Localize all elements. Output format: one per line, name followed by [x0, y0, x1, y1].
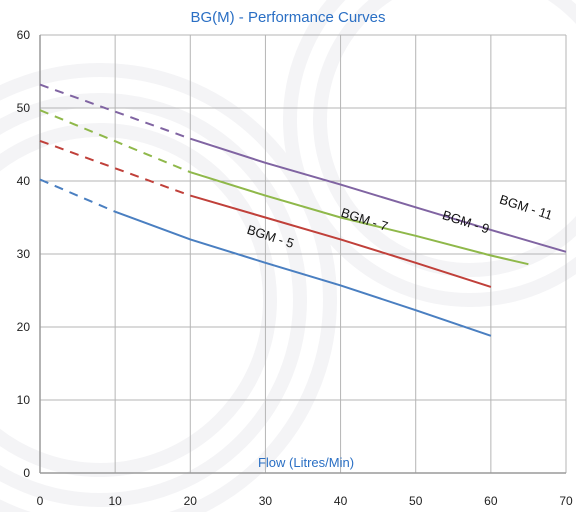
- y-tick-label: 40: [17, 174, 31, 188]
- y-tick-label: 10: [17, 393, 31, 407]
- background-arc: [0, 123, 277, 477]
- x-tick-label: 10: [108, 494, 122, 508]
- tick-labels: 0 10 20 30 40 50 60 70 0 10 20 30 40 50 60: [17, 28, 573, 508]
- y-tick-label: 0: [23, 466, 30, 480]
- series-line-dashed: [39, 83, 191, 140]
- y-tick-label: 60: [17, 28, 31, 42]
- y-tick-label: 50: [17, 101, 31, 115]
- x-tick-label: 40: [334, 494, 348, 508]
- series-line-dashed: [39, 178, 116, 213]
- y-tick-label: 20: [17, 320, 31, 334]
- x-tick-label: 70: [559, 494, 573, 508]
- background-arc: [0, 63, 337, 512]
- series-line: [114, 210, 492, 337]
- x-tick-label: 0: [37, 494, 44, 508]
- series-line: [190, 171, 529, 266]
- grid: [39, 34, 567, 474]
- x-tick-label: 50: [409, 494, 423, 508]
- series-label: BGM - 9: [441, 207, 492, 236]
- series-line: [189, 137, 567, 253]
- background-arc: [0, 93, 307, 507]
- background-arc: [283, 0, 576, 307]
- x-axis-label: Flow (Litres/Min): [258, 455, 354, 470]
- x-tick-label: 30: [259, 494, 273, 508]
- series-line-dashed: [39, 109, 191, 174]
- y-tick-label: 30: [17, 247, 31, 261]
- series-line-dashed: [39, 139, 191, 197]
- x-tick-label: 20: [184, 494, 198, 508]
- series-lines: [39, 83, 567, 337]
- background-arc: [313, 0, 576, 277]
- chart-title: BG(M) - Performance Curves: [190, 9, 385, 26]
- series-label: BGM - 11: [498, 192, 555, 223]
- series-line: [190, 194, 492, 288]
- x-tick-label: 60: [484, 494, 498, 508]
